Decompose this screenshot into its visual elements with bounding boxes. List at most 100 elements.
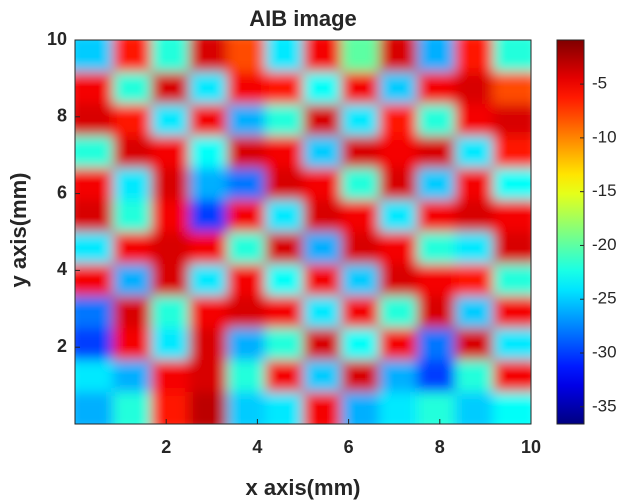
heatmap-cell	[265, 328, 304, 361]
heatmap-cell	[227, 40, 266, 73]
heatmap-cell	[493, 392, 531, 424]
heatmap-cell	[189, 264, 228, 297]
heatmap-cell	[151, 72, 190, 105]
heatmap-cell	[341, 328, 380, 361]
y-tick-label: 4	[57, 259, 67, 279]
heatmap-cell	[189, 360, 228, 393]
heatmap-cell	[189, 168, 228, 201]
heatmap-cell	[455, 40, 494, 73]
heatmap-cell	[341, 232, 380, 265]
heatmap-cell	[341, 264, 380, 297]
heatmap-cell	[189, 136, 228, 169]
heatmap-cell	[75, 40, 114, 73]
heatmap-cell	[75, 104, 114, 137]
colorbar-tick-label: -25	[592, 289, 617, 308]
heatmap-cell	[455, 72, 494, 105]
heatmap-cell	[379, 168, 418, 201]
heatmap-cell	[151, 264, 190, 297]
heatmap-cell	[379, 328, 418, 361]
heatmap-cell	[455, 392, 494, 424]
colorbar-tick-label: -15	[592, 181, 617, 200]
heatmap-cell	[151, 328, 190, 361]
heatmap-cell	[379, 360, 418, 393]
heatmap-cell	[75, 296, 114, 329]
heatmap-cells	[75, 40, 531, 424]
heatmap-cell	[379, 232, 418, 265]
heatmap-cell	[341, 72, 380, 105]
heatmap-cell	[75, 264, 114, 297]
heatmap-cell	[455, 296, 494, 329]
heatmap-cell	[417, 72, 456, 105]
heatmap-cell	[189, 328, 228, 361]
heatmap-cell	[189, 392, 228, 424]
plot-frame	[74, 39, 532, 425]
y-tick-label: 10	[47, 29, 67, 49]
heatmap-cell	[493, 40, 531, 73]
x-tick-label: 10	[521, 437, 541, 457]
heatmap-cell	[151, 232, 190, 265]
heatmap-cell	[189, 296, 228, 329]
heatmap-cell	[417, 136, 456, 169]
heatmap-cell	[113, 40, 152, 73]
heatmap-cell	[417, 104, 456, 137]
colorbar-tick-label: -35	[592, 396, 617, 415]
heatmap-cell	[303, 392, 342, 424]
heatmap-cell	[227, 392, 266, 424]
heatmap-cell	[303, 232, 342, 265]
heatmap-cell	[227, 136, 266, 169]
heatmap-cell	[493, 264, 531, 297]
heatmap-cell	[417, 296, 456, 329]
heatmap-cell	[303, 296, 342, 329]
heatmap-cell	[417, 40, 456, 73]
heatmap-cell	[265, 40, 304, 73]
heatmap-cell	[265, 264, 304, 297]
heatmap-cell	[341, 40, 380, 73]
heatmap-cell	[75, 360, 114, 393]
heatmap-cell	[341, 392, 380, 424]
heatmap-cell	[379, 296, 418, 329]
heatmap-cell	[341, 104, 380, 137]
y-axis-label: y axis(mm)	[6, 173, 31, 288]
heatmap-cell	[379, 72, 418, 105]
heatmap-cell	[455, 328, 494, 361]
colorbar-tick-label: -20	[592, 235, 617, 254]
x-tick-label: 8	[435, 437, 445, 457]
heatmap-cell	[151, 360, 190, 393]
heatmap-cell	[227, 200, 266, 233]
heatmap-cell	[303, 168, 342, 201]
x-axis-label: x axis(mm)	[246, 475, 361, 500]
heatmap-cell	[341, 168, 380, 201]
colorbar-tick-label: -10	[592, 127, 617, 146]
chart-title: AIB image	[249, 6, 357, 31]
heatmap-cell	[75, 328, 114, 361]
heatmap-cell	[151, 200, 190, 233]
heatmap-cell	[455, 264, 494, 297]
heatmap-cell	[303, 104, 342, 137]
heatmap-cell	[265, 392, 304, 424]
colorbar-tick-label: -5	[592, 74, 607, 93]
heatmap-cell	[265, 136, 304, 169]
heatmap-cell	[113, 72, 152, 105]
heatmap-cell	[417, 360, 456, 393]
heatmap-cell	[341, 360, 380, 393]
heatmap-cell	[417, 200, 456, 233]
heatmap-cell	[303, 264, 342, 297]
heatmap-cell	[341, 296, 380, 329]
heatmap-cell	[189, 200, 228, 233]
heatmap-cell	[417, 264, 456, 297]
heatmap-cell	[379, 136, 418, 169]
heatmap-cell	[493, 200, 531, 233]
heatmap-cell	[265, 104, 304, 137]
heatmap-cell	[151, 136, 190, 169]
heatmap-cell	[227, 168, 266, 201]
heatmap-cell	[455, 200, 494, 233]
heatmap-cell	[455, 104, 494, 137]
heatmap-cell	[265, 296, 304, 329]
heatmap-cell	[113, 264, 152, 297]
heatmap-cell	[265, 360, 304, 393]
heatmap-cell	[151, 168, 190, 201]
heatmap-cell	[455, 168, 494, 201]
heatmap-cell	[75, 168, 114, 201]
heatmap-cell	[75, 136, 114, 169]
y-tick-label: 8	[57, 106, 67, 126]
